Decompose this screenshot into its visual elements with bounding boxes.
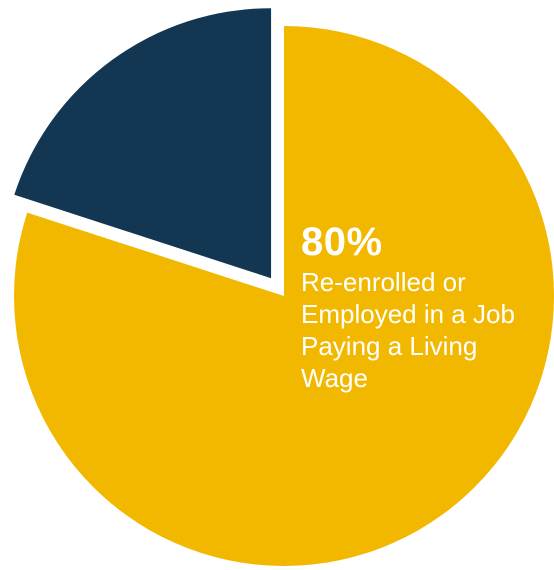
slice-description-label: Re-enrolled or Employed in a Job Paying …: [301, 267, 515, 393]
slice-label: 80% Re-enrolled or Employed in a Job Pay…: [301, 218, 551, 394]
pie-slice-0: [14, 26, 554, 566]
pie-slice-1: [14, 8, 272, 279]
slice-percent-label: 80%: [301, 220, 383, 264]
